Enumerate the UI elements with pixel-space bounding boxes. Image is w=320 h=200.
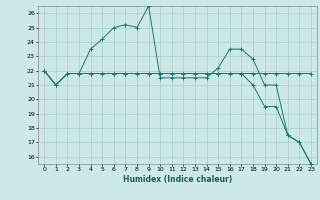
X-axis label: Humidex (Indice chaleur): Humidex (Indice chaleur) — [123, 175, 232, 184]
